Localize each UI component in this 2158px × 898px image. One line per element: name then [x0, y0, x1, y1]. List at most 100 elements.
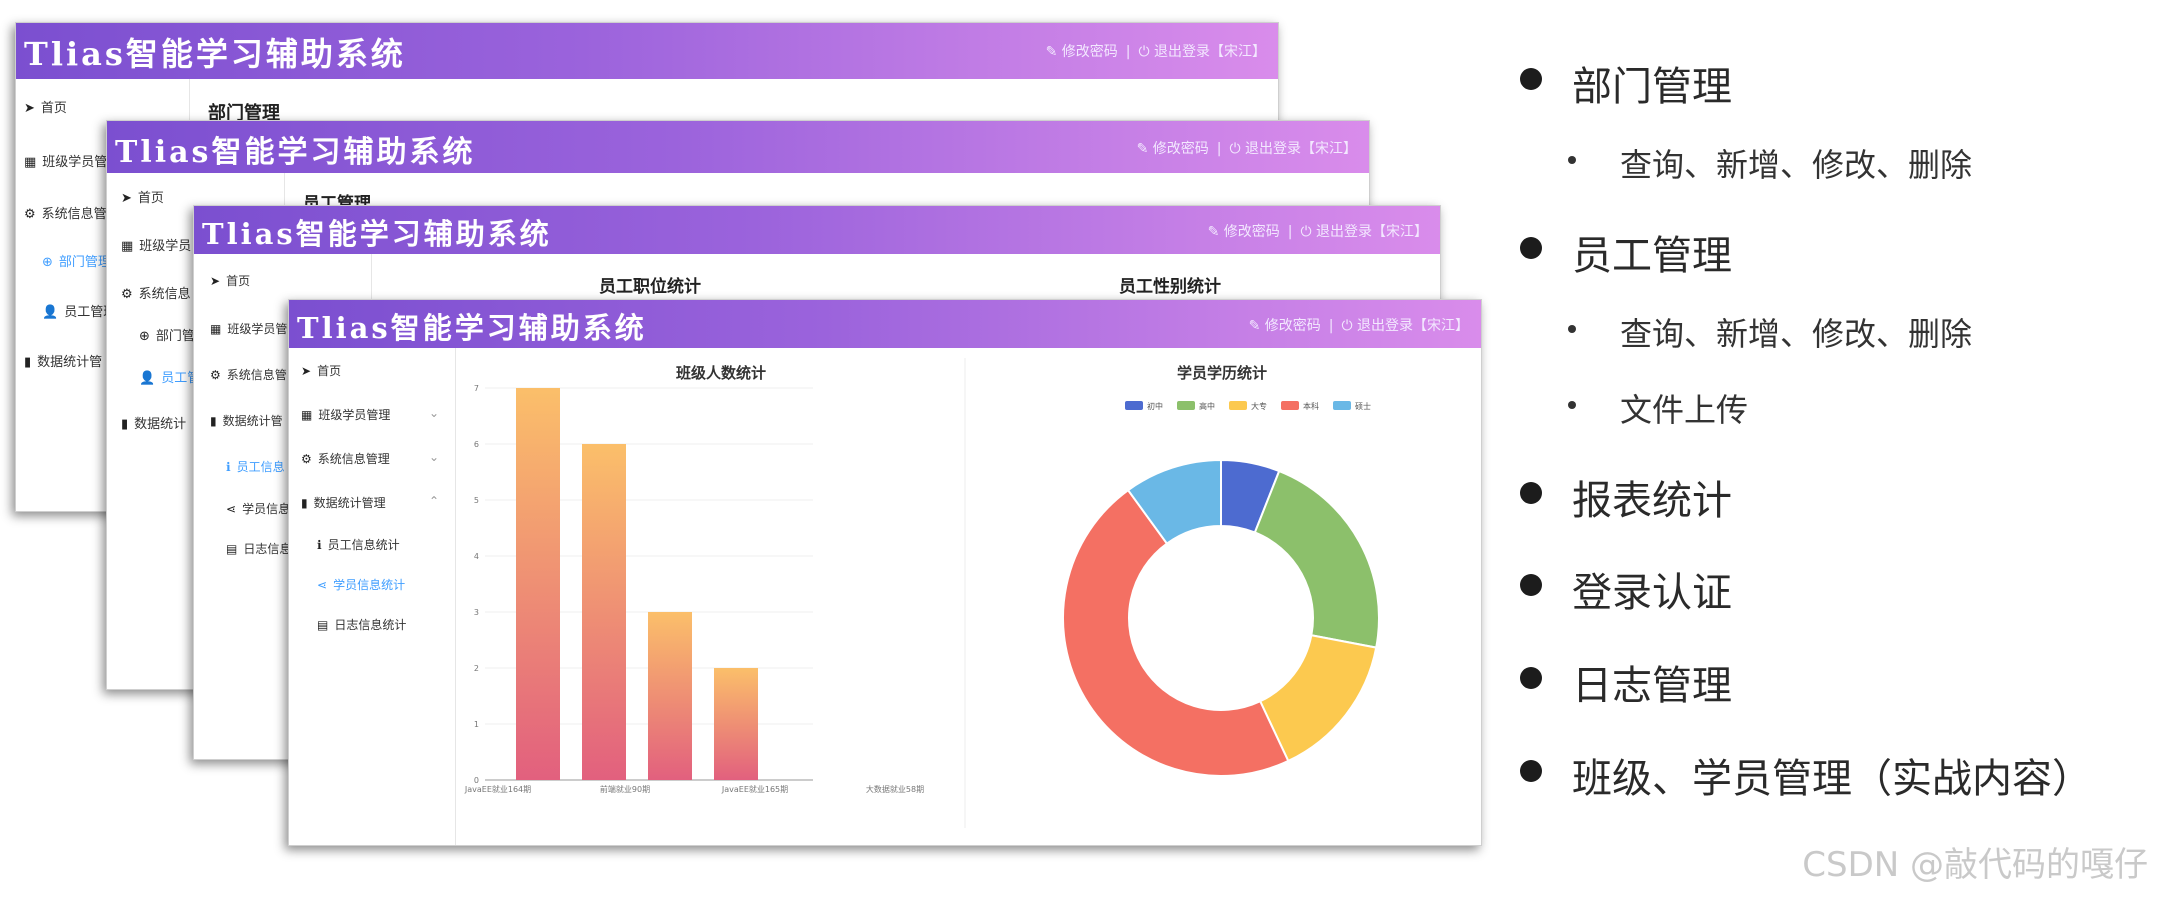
sidebar-item-label: 首页: [226, 274, 251, 288]
dept-icon: ⊕: [139, 329, 150, 344]
x-tick-label: 前端就业90期: [600, 784, 650, 794]
sidebar-item-data-stats[interactable]: ▮ 数据统计管: [210, 412, 283, 429]
sidebar-item-dept[interactable]: ⊕ 部门管理: [42, 251, 111, 270]
bullet-dot: [1520, 237, 1542, 259]
change-password-link[interactable]: 修改密码: [1061, 44, 1118, 60]
chevron-up-icon: ⌃: [429, 494, 440, 508]
sidebar-item-system-info[interactable]: ⚙ 系统信息管理 ⌄: [301, 450, 441, 467]
info-icon: ℹ: [226, 460, 231, 474]
header-separator: |: [1328, 318, 1334, 334]
bullet-dot: [1520, 482, 1542, 504]
app-title: Tlias智能学习辅助系统: [24, 35, 406, 73]
sidebar-item-label: 数据统计管: [222, 414, 283, 428]
bar[interactable]: [648, 612, 692, 780]
legend-swatch: [1177, 401, 1195, 410]
sidebar-item-class-student[interactable]: ▦ 班级学员管: [210, 320, 287, 337]
user-icon: 👤: [42, 305, 59, 320]
change-password-link[interactable]: 修改密码: [1152, 141, 1209, 157]
change-password-link[interactable]: 修改密码: [1264, 318, 1321, 334]
logout-link[interactable]: 退出登录【宋江】: [1357, 318, 1469, 334]
sidebar-item-home[interactable]: ➤ 首页: [24, 97, 67, 116]
sidebar-item-data-stats[interactable]: ▮ 数据统计: [121, 413, 186, 432]
bullet-dot: [1568, 401, 1576, 409]
logout-link[interactable]: 退出登录【宋江】: [1245, 141, 1357, 157]
pie-slice[interactable]: [1253, 469, 1380, 649]
bullet-dot: [1520, 760, 1542, 782]
sidebar-item-data-stats[interactable]: ▮ 数据统计管理 ⌃: [301, 494, 441, 511]
sidebar-item-label: 员工管理: [64, 305, 117, 320]
sidebar: ➤ 首页 ▦ 班级学员管理 ⌄ ⚙ 系统信息管理 ⌄ ▮ 数据统计管理 ⌃ ℹ 员工信息统计 ⋖…: [289, 348, 456, 845]
edit-icon: ✎: [1136, 141, 1149, 157]
change-password-link[interactable]: 修改密码: [1223, 224, 1280, 240]
sidebar-item-label: 数据统计管理: [313, 496, 386, 510]
grid-icon: ▦: [301, 408, 313, 422]
pie-slice[interactable]: [1062, 488, 1290, 777]
sidebar-item-label: 部门管理: [58, 255, 111, 270]
y-tick-label: 6: [474, 440, 479, 449]
charts-area: 班级人数统计 0 1 2 3 4 5 6 7 JavaEE就业164期 前端就业90期 JavaEE…: [464, 358, 1380, 828]
sidebar-item-label: 系统信息管: [41, 207, 107, 222]
chevron-down-icon: ⌄: [429, 406, 440, 420]
sidebar-item-class-student[interactable]: ▦ 班级学员: [121, 235, 191, 254]
chart-title-positions: 员工职位统计: [599, 277, 701, 297]
page-title: 部门管理: [208, 103, 280, 124]
sidebar-item-home[interactable]: ➤ 首页: [210, 272, 250, 289]
header-links: ✎ 修改密码 | ⏻ 退出登录【宋江】: [1137, 138, 1357, 158]
pie-slice[interactable]: [1126, 458, 1222, 545]
edit-icon: ✎: [1045, 44, 1058, 60]
sidebar-item-label: 班级学员管: [227, 322, 288, 336]
app-header: Tlias智能学习辅助系统 ✎ 修改密码 | ⏻ 退出登录【宋江】: [289, 300, 1481, 348]
x-tick-label: 大数据就业58期: [866, 784, 924, 794]
sidebar-item-home[interactable]: ➤ 首页: [121, 187, 164, 206]
sidebar-item-label: 系统信息: [138, 287, 191, 302]
bar[interactable]: [714, 668, 758, 780]
sidebar-item-data-stats[interactable]: ▮ 数据统计管: [24, 351, 102, 370]
sidebar-item-log-stats[interactable]: ▤ 日志信息: [226, 540, 291, 557]
sidebar-item-employee[interactable]: 👤 员工管: [139, 367, 200, 386]
y-tick-label: 2: [474, 664, 479, 673]
dept-icon: ⊕: [42, 255, 53, 270]
sidebar-item-dept[interactable]: ⊕ 部门管: [139, 325, 195, 344]
share-icon: ⋖: [226, 502, 237, 516]
logout-link[interactable]: 退出登录【宋江】: [1154, 44, 1266, 60]
sidebar-item-label: 班级学员管理: [318, 408, 391, 422]
y-tick-label: 0: [474, 776, 479, 785]
grid-icon: ▦: [24, 155, 37, 170]
bar[interactable]: [516, 388, 560, 780]
sidebar-item-employee-stats[interactable]: ℹ 员工信息统计: [317, 536, 400, 553]
logout-link[interactable]: 退出登录【宋江】: [1316, 224, 1428, 240]
sidebar-item-employee[interactable]: 👤 员工管理: [42, 301, 116, 320]
sidebar-item-home[interactable]: ➤ 首页: [301, 362, 341, 379]
sidebar-item-label: 数据统计管: [37, 355, 103, 370]
sidebar-item-label: 系统信息管: [226, 368, 287, 382]
document-icon: ▤: [317, 618, 329, 632]
edit-icon: ✎: [1248, 318, 1261, 334]
send-icon: ➤: [210, 274, 221, 288]
sidebar-item-employee-stats[interactable]: ℹ 员工信息: [226, 458, 285, 475]
bullet-dot: [1568, 156, 1576, 164]
app-header: Tlias智能学习辅助系统 ✎ 修改密码 | ⏻ 退出登录【宋江】: [16, 23, 1278, 79]
sidebar-item-log-stats[interactable]: ▤ 日志信息统计: [317, 616, 406, 633]
sidebar-item-class-student[interactable]: ▦ 班级学员管: [24, 151, 107, 170]
pie-chart-title: 学员学历统计: [1177, 364, 1267, 382]
bar[interactable]: [582, 444, 626, 780]
sidebar-item-system-info[interactable]: ⚙ 系统信息管: [24, 203, 107, 222]
grid-icon: ▦: [121, 239, 134, 254]
power-icon: ⏻: [1341, 318, 1353, 334]
legend-label: 硕士: [1355, 401, 1371, 411]
sidebar-item-class-student[interactable]: ▦ 班级学员管理 ⌄: [301, 406, 441, 423]
power-icon: ⏻: [1229, 141, 1241, 157]
sidebar-item-system-info[interactable]: ⚙ 系统信息: [121, 283, 191, 302]
y-tick-label: 3: [474, 608, 479, 617]
sidebar-item-student-stats[interactable]: ⋖ 学员信息: [226, 500, 290, 517]
window-student-stats: Tlias智能学习辅助系统 ✎ 修改密码 | ⏻ 退出登录【宋江】 ➤ 首页 ▦ 班级学…: [288, 299, 1482, 846]
header-links: ✎ 修改密码 | ⏻ 退出登录【宋江】: [1249, 315, 1469, 335]
app-header: Tlias智能学习辅助系统 ✎ 修改密码 | ⏻ 退出登录【宋江】: [194, 206, 1440, 254]
bar-chart-icon: ▮: [301, 496, 308, 510]
header-links: ✎ 修改密码 | ⏻ 退出登录【宋江】: [1208, 221, 1428, 241]
sidebar-item-student-stats[interactable]: ⋖ 学员信息统计: [317, 576, 405, 593]
bar-chart: 0 1 2 3 4 5 6 7 JavaEE就业164期 前端就业90期 JavaEE就业165期 大…: [464, 384, 924, 794]
pie-chart: [1062, 458, 1380, 777]
sidebar-item-system-info[interactable]: ⚙ 系统信息管: [210, 366, 287, 383]
bullet-text: 查询、新增、修改、删除: [1620, 146, 1973, 184]
